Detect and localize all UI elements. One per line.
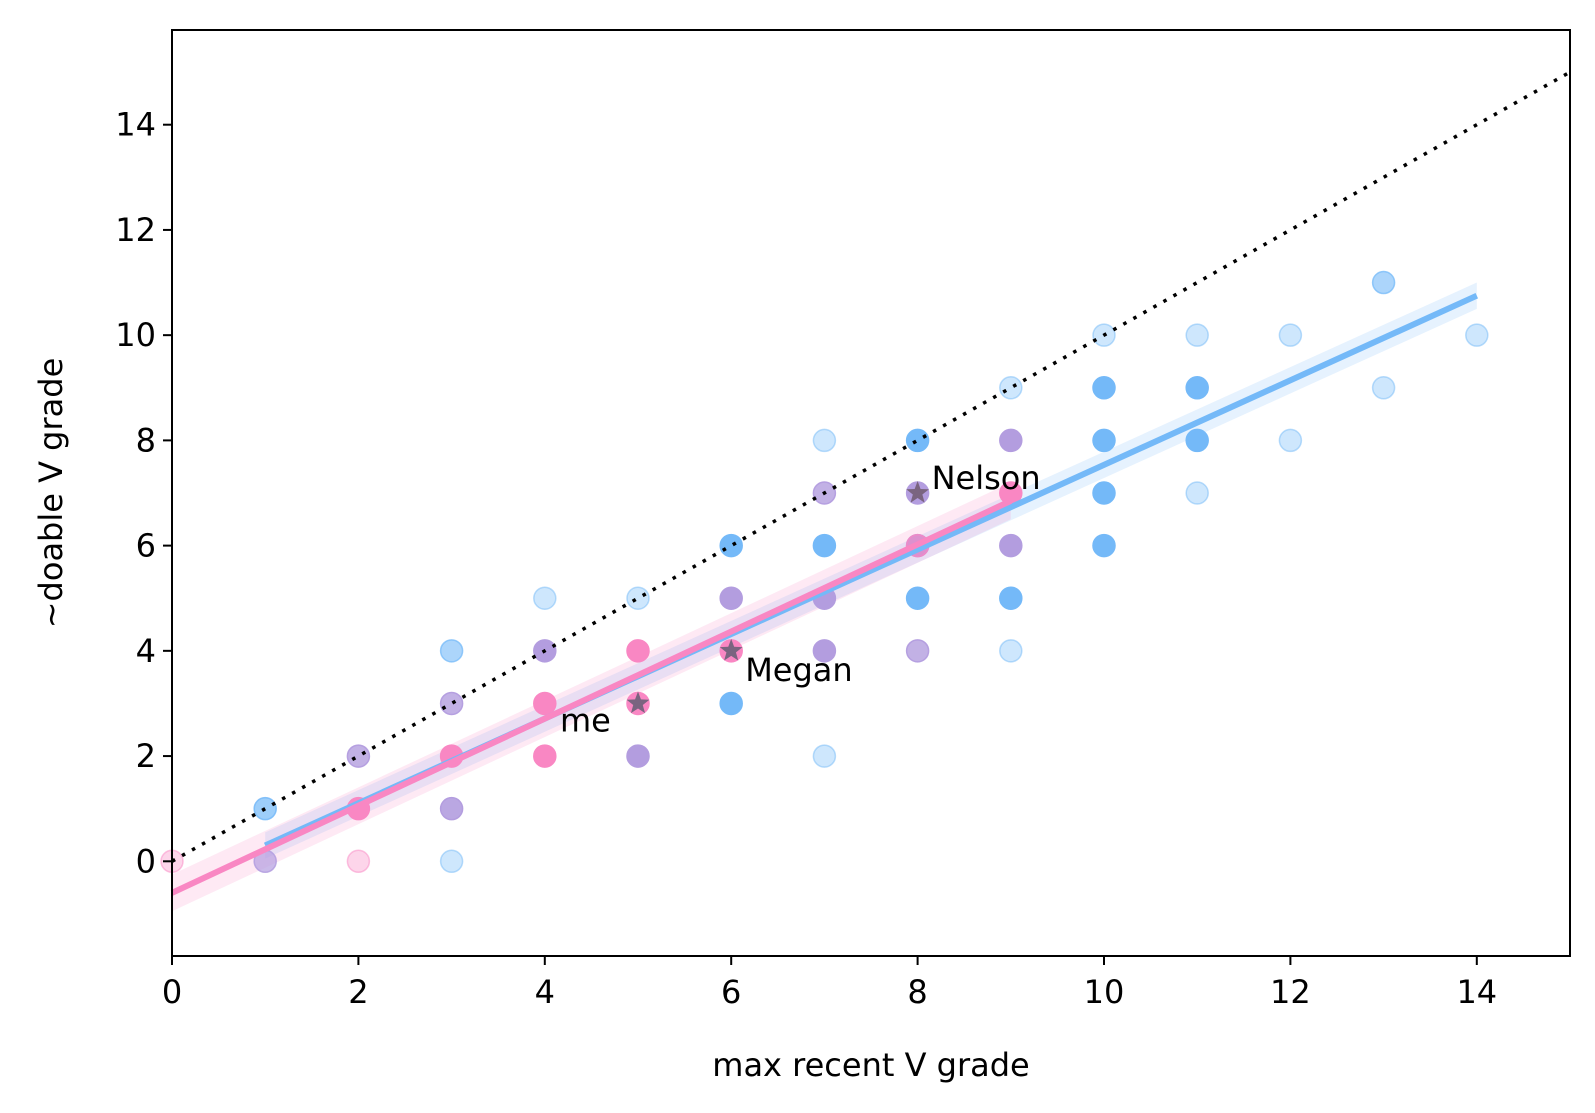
data-point-purple: [812, 639, 837, 663]
data-point-purple: [719, 586, 743, 610]
y-tick-label: 12: [115, 211, 156, 249]
data-point-blue: [1278, 323, 1303, 347]
data-point-blue: [253, 796, 277, 821]
data-point-blue: [439, 639, 464, 663]
y-axis-ticks: 0 2 4 6 8 10 12 14: [115, 106, 172, 880]
data-point-blue: [999, 376, 1023, 400]
data-point-blue: [1092, 376, 1116, 400]
x-tick-label: 4: [535, 973, 555, 1011]
x-axis-ticks: 0 2 4 6 8 10 12 14: [162, 956, 1497, 1011]
annotation-megan: Megan: [745, 651, 853, 689]
annotation-labels: me Megan Nelson: [560, 459, 1041, 739]
x-axis-label: max recent V grade: [712, 1046, 1029, 1084]
data-point-purple: [999, 533, 1023, 558]
data-point-blue: [533, 586, 557, 610]
y-tick-label: 2: [136, 737, 156, 775]
data-point-blue: [719, 533, 743, 558]
data-point-blue: [812, 744, 837, 768]
data-point-blue: [626, 586, 650, 610]
x-tick-label: 8: [907, 973, 927, 1011]
data-point-blue: [812, 428, 837, 453]
data-point-purple: [626, 744, 650, 768]
data-point-purple: [905, 639, 930, 663]
x-tick-label: 12: [1270, 973, 1311, 1011]
data-point-blue: [1185, 481, 1209, 505]
y-tick-label: 4: [136, 632, 156, 670]
data-point-pink: [533, 691, 557, 716]
data-point-purple: [439, 796, 464, 821]
data-point-purple: [999, 428, 1023, 453]
y-tick-label: 14: [115, 106, 156, 144]
data-point-blue: [1185, 323, 1209, 347]
data-point-purple: [346, 744, 371, 768]
data-point-blue: [1371, 376, 1396, 400]
data-point-blue: [1185, 376, 1209, 400]
data-point-blue: [812, 533, 837, 558]
x-tick-label: 6: [721, 973, 741, 1011]
data-point-pink: [346, 849, 371, 874]
regression-lines: [170, 292, 1479, 896]
data-point-blue: [1092, 533, 1116, 558]
data-point-blue: [1465, 323, 1489, 347]
y-tick-label: 0: [136, 842, 156, 880]
plot-area-frame: [171, 29, 1571, 957]
y-tick-label: 10: [115, 316, 156, 354]
star-marker-megan: [719, 638, 743, 661]
data-point-blue: [719, 691, 743, 716]
star-marker-me: [626, 691, 650, 714]
x-tick-label: 2: [348, 973, 368, 1011]
y-axis-label: ~doable V grade: [32, 358, 70, 629]
data-point-blue: [1371, 270, 1396, 295]
data-point-blue: [905, 428, 930, 453]
y-tick-label: 8: [136, 421, 156, 459]
annotation-me: me: [560, 701, 611, 739]
data-point-blue: [999, 639, 1023, 663]
x-tick-label: 10: [1084, 973, 1125, 1011]
data-point-blue: [1092, 428, 1116, 453]
data-point-blue: [1278, 428, 1303, 453]
data-point-pink: [533, 744, 557, 768]
data-point-blue: [999, 586, 1023, 610]
identity-line: [171, 70, 1571, 863]
identity-line-layer: [171, 70, 1571, 863]
data-point-pink: [626, 639, 650, 663]
data-point-blue: [905, 586, 930, 610]
y-tick-label: 6: [136, 527, 156, 565]
data-point-purple: [439, 691, 464, 716]
data-point-blue: [439, 849, 464, 874]
data-point-blue: [1092, 481, 1116, 505]
star-marker-nelson: [906, 481, 930, 503]
x-tick-label: 0: [162, 973, 182, 1011]
regression-line-pink: [170, 498, 1013, 896]
annotation-markers: [626, 481, 930, 714]
annotation-nelson: Nelson: [932, 459, 1041, 497]
data-point-blue: [1185, 428, 1209, 453]
x-tick-label: 14: [1456, 973, 1497, 1011]
